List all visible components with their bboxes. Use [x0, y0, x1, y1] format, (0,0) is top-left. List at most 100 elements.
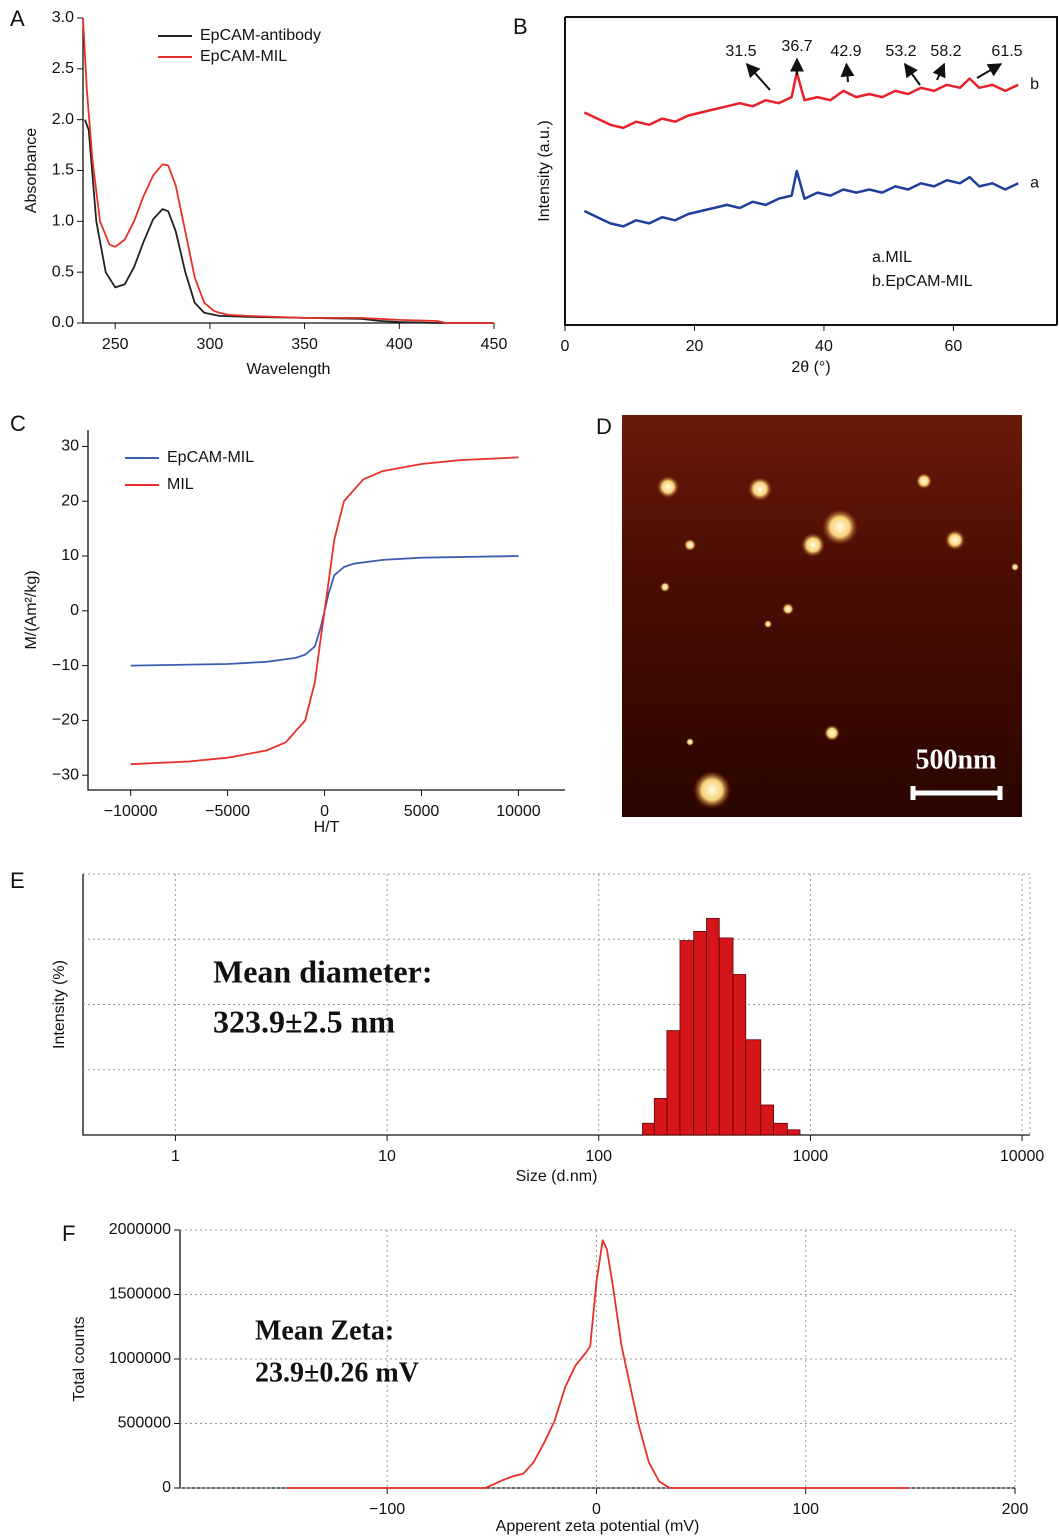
x-axis-label: Size (d.nm)	[516, 1168, 598, 1185]
x-tick-label: 10	[378, 1148, 396, 1165]
panel-label: C	[10, 411, 26, 436]
panel-label: A	[10, 6, 25, 31]
peak-arrow	[745, 62, 771, 91]
peak-label: 31.5	[725, 43, 756, 60]
afm-particles	[657, 473, 1019, 809]
x-tick-label: 0	[592, 1501, 601, 1518]
y-tick-label: 0	[162, 1479, 171, 1496]
annotation: 23.9±0.26 mV	[255, 1357, 419, 1388]
x-tick-label: −100	[369, 1501, 405, 1518]
x-tick-label: 0	[561, 338, 570, 355]
bar	[666, 1030, 681, 1136]
y-tick-label: 20	[61, 492, 79, 509]
peak-arrow	[840, 62, 855, 83]
x-axis-label: 2θ (°)	[791, 359, 830, 376]
series-line	[286, 1239, 909, 1489]
x-tick-label: 450	[481, 336, 508, 353]
peak-arrow	[932, 62, 946, 81]
x-axis-label: Apperent zeta potential (mV)	[496, 1518, 700, 1535]
bar	[745, 1039, 762, 1136]
y-axis-label: Absorbance	[23, 128, 40, 213]
x-tick-label: 10000	[1000, 1148, 1045, 1165]
panel-label: D	[596, 414, 612, 439]
axis-line	[82, 18, 494, 324]
x-tick-label: 100	[585, 1148, 612, 1165]
x-tick-label: 300	[197, 336, 224, 353]
y-axis-label: Total counts	[71, 1316, 88, 1401]
x-tick-label: 20	[686, 338, 704, 355]
note: b.EpCAM-MIL	[872, 273, 973, 290]
y-tick-label: 2000000	[109, 1221, 171, 1238]
afm-background	[622, 415, 1022, 817]
x-tick-label: 400	[386, 336, 413, 353]
y-tick-label: 0	[70, 602, 79, 619]
y-tick-label: 2.0	[52, 111, 74, 128]
legend-label: EpCAM-MIL	[200, 48, 287, 65]
legend-label: MIL	[167, 476, 194, 493]
y-axis-label: Intensity (%)	[51, 960, 68, 1049]
y-tick-label: −10	[52, 657, 79, 674]
y-tick-label: 0.0	[52, 314, 74, 331]
y-tick-label: 1.0	[52, 213, 74, 230]
x-tick-label: 1	[171, 1148, 180, 1165]
x-tick-label: 250	[102, 336, 129, 353]
bar	[653, 1098, 668, 1136]
annotation: 323.9±2.5 nm	[213, 1003, 395, 1039]
peak-label: 58.2	[930, 43, 961, 60]
y-tick-label: 1000000	[109, 1350, 171, 1367]
series-line	[84, 119, 494, 324]
panel-label: F	[62, 1221, 75, 1246]
annotation: Mean Zeta:	[255, 1315, 394, 1346]
panel-label: E	[10, 868, 25, 893]
legend-label: EpCAM-MIL	[167, 449, 254, 466]
series-line	[82, 17, 494, 324]
bar	[760, 1104, 774, 1136]
bar	[679, 940, 695, 1136]
scale-bar-label: 500nm	[916, 744, 997, 775]
axis-line	[87, 430, 565, 791]
peak-label: 53.2	[885, 43, 916, 60]
x-tick-label: 60	[945, 338, 963, 355]
y-tick-label: −30	[52, 766, 79, 783]
peak-label: 42.9	[830, 43, 861, 60]
x-tick-label: 100	[792, 1501, 819, 1518]
legend-label: EpCAM-antibody	[200, 27, 321, 44]
y-tick-label: 2.5	[52, 60, 74, 77]
afm-image: 500nm	[622, 415, 1022, 817]
x-tick-label: −10000	[104, 803, 158, 820]
bar	[693, 931, 707, 1136]
bar	[706, 917, 720, 1136]
scale-bar	[910, 786, 1003, 800]
bar	[732, 974, 747, 1136]
y-tick-label: 500000	[118, 1415, 171, 1432]
x-axis-label: Wavelength	[247, 361, 331, 378]
peak-arrow	[903, 62, 921, 86]
series-label: a	[1030, 175, 1039, 192]
peak-label: 61.5	[991, 43, 1022, 60]
panel-label: B	[513, 14, 528, 39]
axis-line	[564, 17, 1057, 326]
y-tick-label: 1500000	[109, 1286, 171, 1303]
y-axis-label: M/(Am²/kg)	[23, 570, 40, 649]
x-tick-label: −5000	[205, 803, 250, 820]
x-tick-label: 40	[815, 338, 833, 355]
bar	[786, 1129, 801, 1136]
x-axis-label: H/T	[314, 819, 340, 836]
series-line	[583, 71, 1019, 130]
peak-arrow	[976, 63, 1003, 79]
frame	[564, 17, 1057, 326]
frame	[83, 873, 1031, 1135]
x-tick-label: 350	[291, 336, 318, 353]
bar	[642, 1122, 655, 1136]
x-tick-label: 10000	[496, 803, 541, 820]
y-axis-label: Intensity (a.u.)	[536, 120, 553, 221]
series-line	[130, 456, 519, 766]
y-tick-label: 30	[61, 438, 79, 455]
x-tick-label: 0	[320, 803, 329, 820]
bar	[718, 937, 734, 1136]
y-tick-label: 0.5	[52, 263, 74, 280]
series-label: b	[1030, 76, 1039, 93]
y-tick-label: −20	[52, 712, 79, 729]
note: a.MIL	[872, 249, 912, 266]
